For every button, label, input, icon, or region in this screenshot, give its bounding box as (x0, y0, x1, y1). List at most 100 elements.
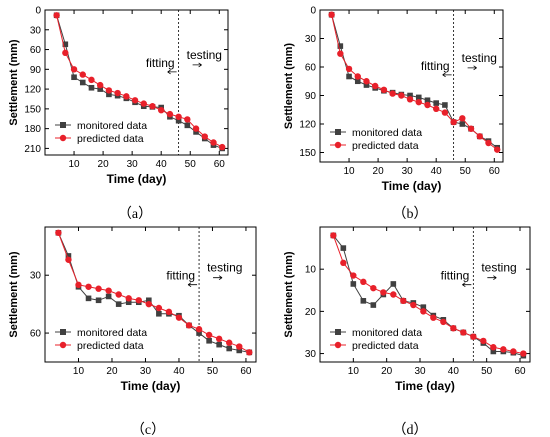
data-point-monitored (175, 117, 182, 124)
data-point-monitored (226, 345, 233, 352)
fitting-arrow (167, 69, 177, 75)
x-tick-label: 10 (343, 166, 355, 177)
x-tick-label: 60 (240, 366, 252, 377)
x-tick-label: 30 (414, 366, 426, 377)
y-tick-label: 10 (305, 265, 317, 276)
data-point-monitored (156, 310, 162, 317)
data-point-predicted (520, 350, 527, 357)
data-point-monitored (490, 348, 497, 355)
data-point-predicted (467, 125, 475, 132)
data-point-predicted (420, 308, 427, 315)
x-tick-label: 60 (489, 166, 501, 177)
chart-panel-c: 10 20 30 40 50 60 30 60 Time (day) Settlement (mm… (8, 226, 257, 437)
x-tick-label: 20 (373, 166, 385, 177)
y-tick-label: 20 (305, 307, 317, 318)
data-point-predicted (88, 76, 95, 84)
x-tick-label: 40 (173, 366, 185, 377)
data-point-predicted (490, 344, 497, 351)
testing-arrow (467, 65, 477, 71)
data-point-predicted (424, 101, 431, 109)
legend-item: predicted data (330, 140, 419, 152)
y-tick-label: 60 (30, 329, 42, 340)
y-axis-label: Settlement (mm) (8, 251, 20, 338)
data-point-predicted (125, 295, 132, 302)
y-tick-label: 210 (24, 144, 41, 155)
panel-caption: （b） (393, 206, 428, 222)
data-point-monitored (340, 245, 347, 251)
series-predicted-data (55, 229, 253, 356)
data-point-predicted (430, 314, 437, 321)
data-point-predicted (95, 285, 102, 292)
x-tick-label: 10 (348, 366, 360, 377)
legend-marker-square (60, 122, 66, 128)
x-tick-label: 60 (214, 159, 226, 170)
chart-panel-d: 10 20 30 40 50 60 10 20 30 Time (day) Settlement (… (283, 226, 531, 437)
data-point-predicted (75, 281, 82, 289)
x-tick-label: 10 (73, 366, 85, 377)
data-point-predicted (157, 106, 165, 114)
y-tick-label: 120 (24, 85, 41, 96)
data-point-predicted (105, 287, 112, 294)
x-tick-label: 20 (381, 366, 393, 377)
fitting-label: fitting (146, 56, 175, 70)
data-point-predicted (380, 289, 387, 296)
data-point-predicted (165, 308, 173, 316)
data-point-monitored (65, 253, 72, 259)
data-point-predicted (510, 348, 517, 355)
x-tick-label: 40 (156, 159, 168, 170)
data-point-predicted (85, 283, 92, 290)
y-tick-label: 180 (24, 124, 41, 135)
data-point-predicted (149, 103, 156, 110)
legend-label: monitored data (77, 120, 147, 132)
x-tick-label: 30 (140, 366, 152, 377)
data-point-predicted (135, 297, 142, 304)
data-point-monitored (85, 295, 92, 302)
data-point-predicted (363, 78, 370, 85)
data-point-predicted (210, 139, 217, 146)
data-point-predicted (195, 326, 203, 333)
data-point-predicted (328, 11, 335, 18)
data-point-predicted (460, 329, 467, 336)
data-point-predicted (53, 12, 60, 19)
testing-label: testing (481, 261, 516, 275)
legend-marker-square (60, 329, 66, 335)
legend-label: monitored data (77, 327, 147, 339)
y-tick-label: 120 (299, 120, 316, 131)
plot-frame (44, 226, 257, 363)
data-point-predicted (236, 343, 243, 350)
data-point-predicted (480, 337, 487, 345)
x-axis-label: Time (day) (382, 179, 442, 193)
legend-label: predicted data (77, 340, 144, 352)
x-axis-label: Time (day) (395, 379, 455, 393)
data-point-predicted (215, 335, 223, 343)
legend-item: monitored data (55, 120, 147, 132)
x-tick-label: 40 (448, 366, 460, 377)
data-point-predicted (201, 133, 208, 140)
x-tick-label: 30 (127, 159, 139, 170)
data-point-predicted (79, 71, 86, 78)
y-tick-label: 0 (35, 6, 41, 17)
data-point-predicted (246, 349, 253, 356)
data-point-monitored (115, 301, 122, 307)
data-point-monitored (125, 299, 132, 306)
data-point-monitored (363, 82, 370, 88)
data-point-predicted (62, 49, 69, 57)
x-tick-label: 50 (481, 366, 493, 377)
data-point-monitored (184, 122, 191, 129)
data-point-predicted (450, 325, 457, 332)
data-point-predicted (218, 143, 226, 151)
data-point-predicted (145, 300, 153, 308)
data-point-monitored (433, 100, 439, 106)
legend-label: predicted data (352, 340, 419, 352)
data-point-predicted (70, 66, 78, 73)
data-point-predicted (131, 97, 139, 104)
data-point-predicted (226, 339, 233, 346)
y-tick-label: 90 (305, 91, 317, 102)
x-tick-label: 10 (68, 159, 80, 170)
legend-label: monitored data (352, 127, 422, 139)
data-point-monitored (216, 341, 222, 348)
data-point-predicted (345, 65, 353, 73)
y-tick-label: 90 (30, 65, 42, 76)
data-point-predicted (55, 229, 62, 236)
plot-frame (44, 9, 229, 156)
